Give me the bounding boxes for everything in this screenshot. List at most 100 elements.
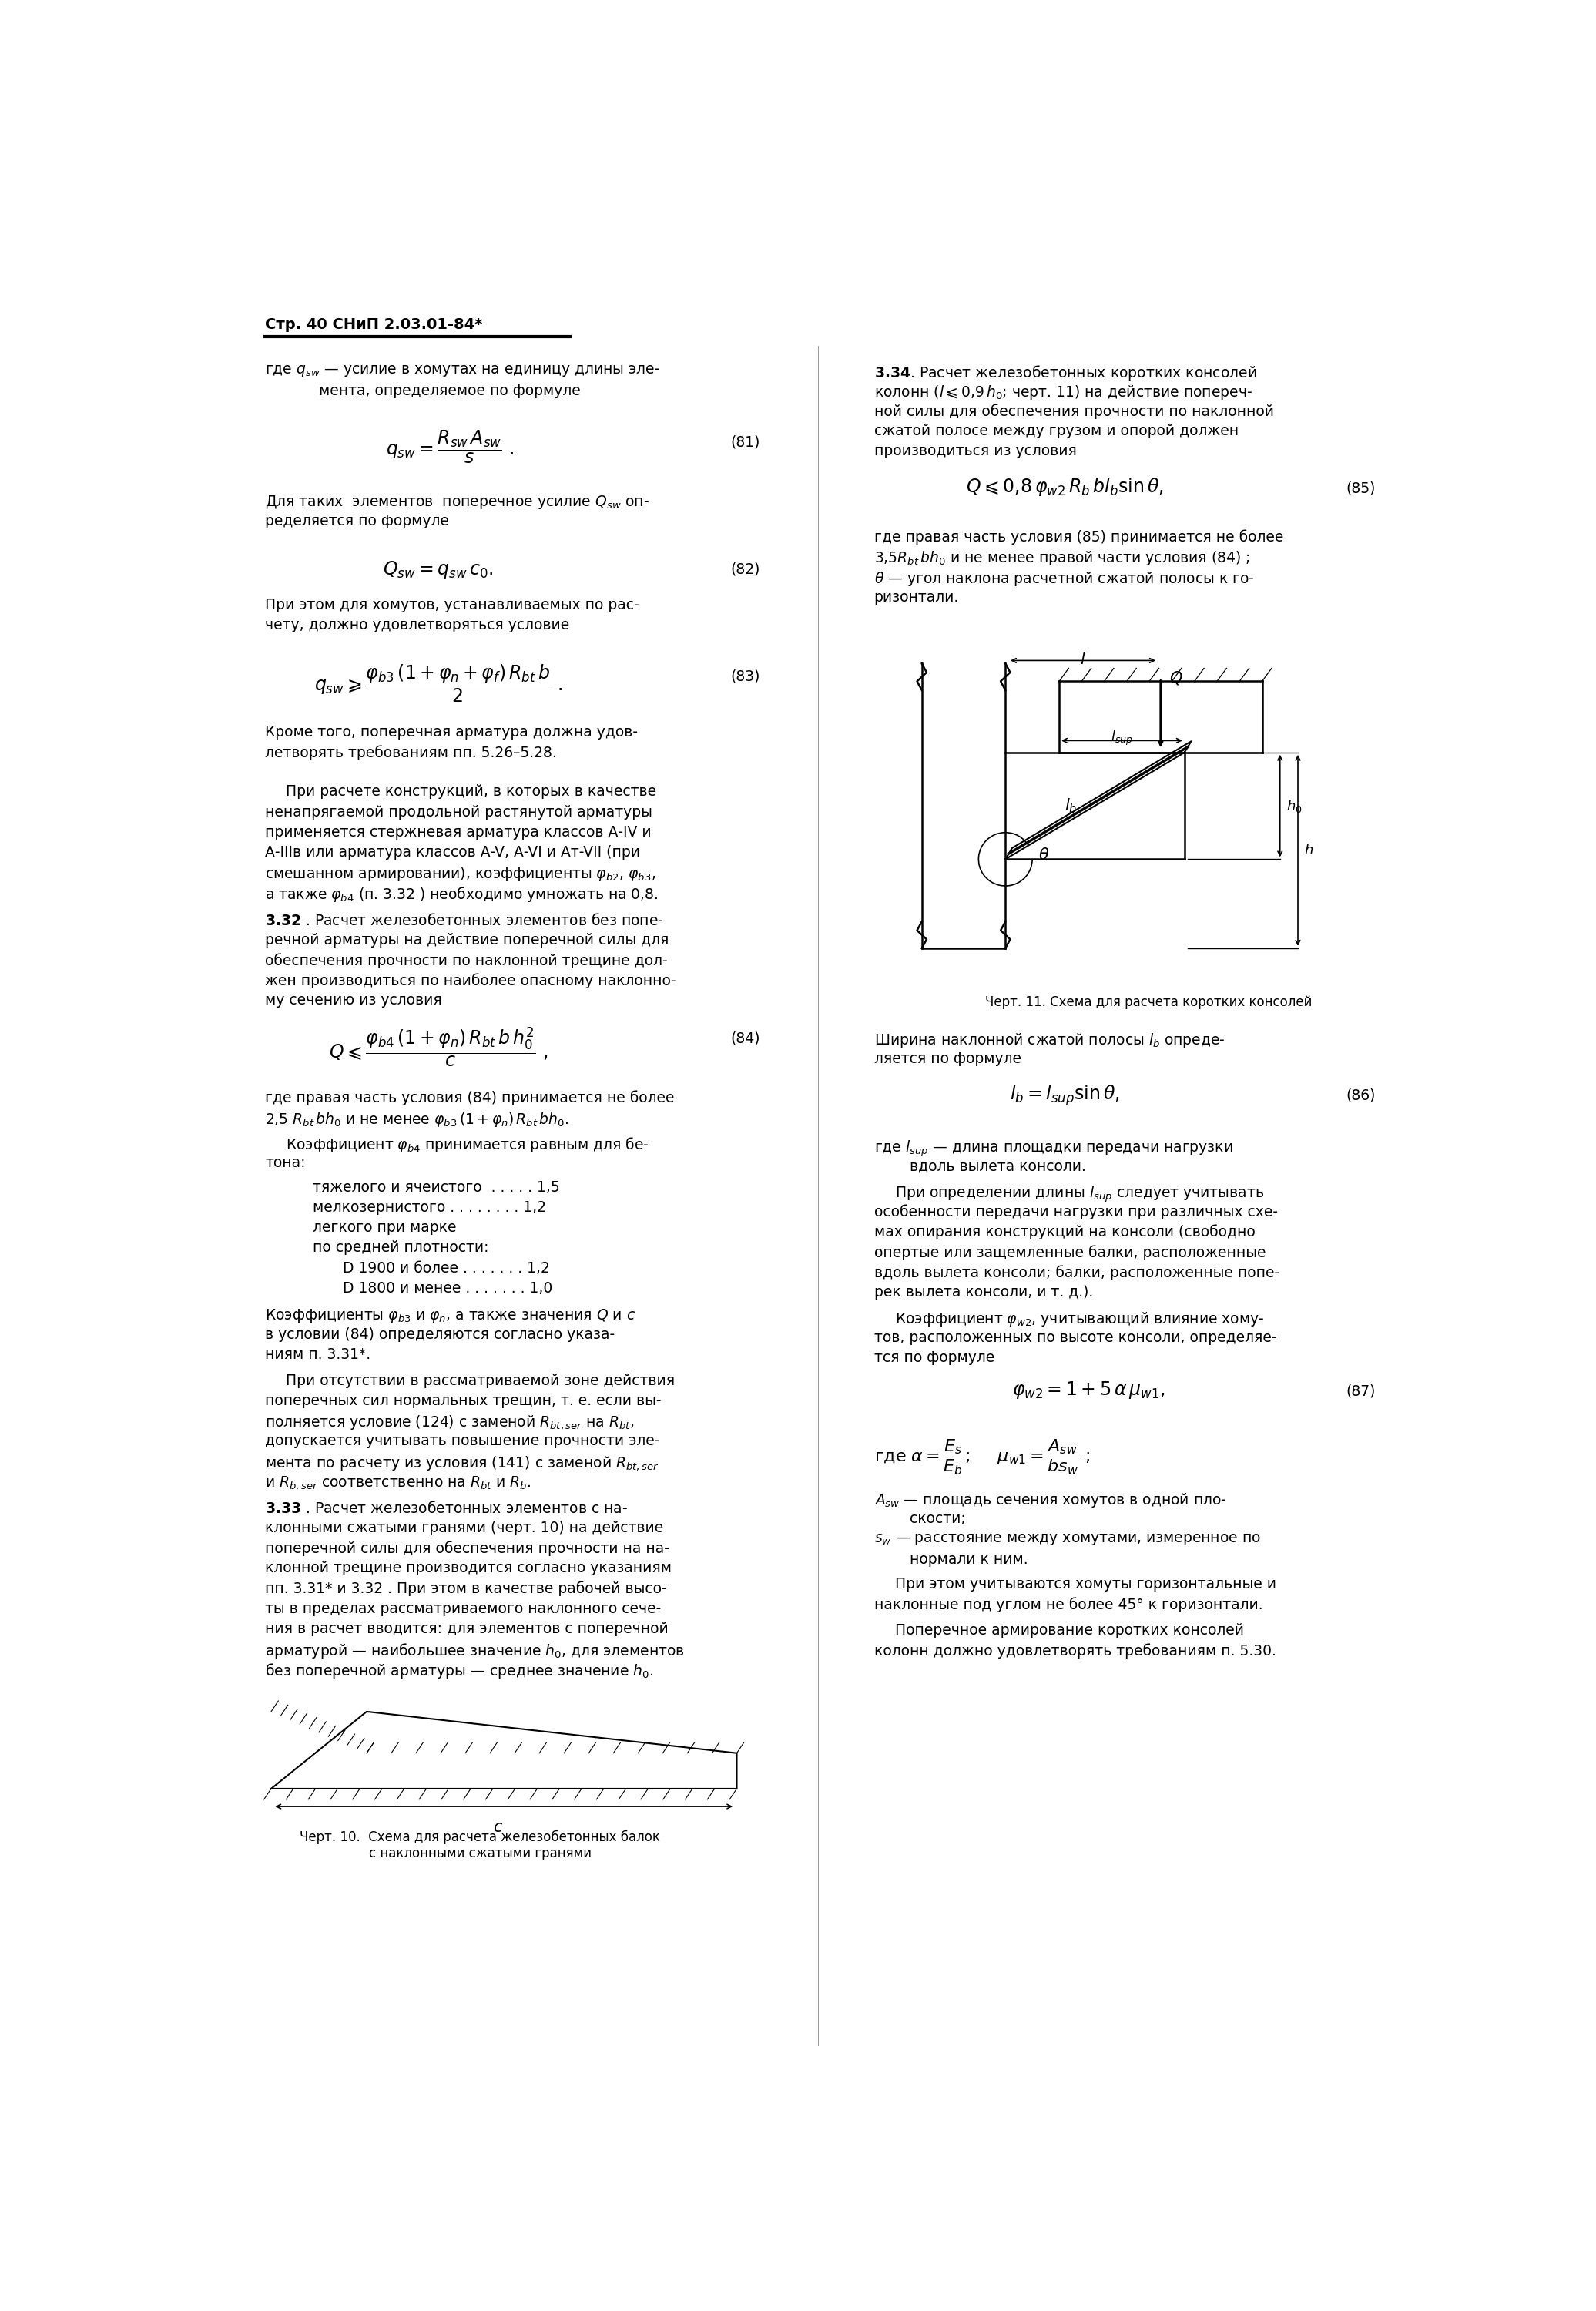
Text: (83): (83) — [731, 668, 760, 684]
Text: нормали к ним.: нормали к ним. — [910, 1553, 1028, 1567]
Text: (82): (82) — [731, 562, 760, 578]
Text: колонн должно удовлетворять требованиям п. 5.30.: колонн должно удовлетворять требованиям … — [875, 1643, 1277, 1659]
Text: колонн ($l \leqslant 0{,}9\,h_0$; черт. 11) на действие попереч-: колонн ($l \leqslant 0{,}9\,h_0$; черт. … — [875, 384, 1253, 402]
Text: вдоль вылета консоли; балки, расположенные попе-: вдоль вылета консоли; балки, расположенн… — [875, 1264, 1280, 1280]
Text: $h$: $h$ — [1304, 844, 1314, 857]
Text: мента по расчету из условия (141) с заменой $R_{bt,ser}$: мента по расчету из условия (141) с заме… — [265, 1454, 659, 1472]
Text: по средней плотности:: по средней плотности: — [313, 1241, 488, 1255]
Text: сжатой полосе между грузом и опорой должен: сжатой полосе между грузом и опорой долж… — [875, 423, 1238, 439]
Text: ределяется по формуле: ределяется по формуле — [265, 513, 448, 529]
Text: в условии (84) определяются согласно указа-: в условии (84) определяются согласно ука… — [265, 1327, 614, 1343]
Text: (86): (86) — [1345, 1088, 1376, 1102]
Text: $\theta$: $\theta$ — [1039, 848, 1049, 862]
Text: поперечных сил нормальных трещин, т. е. если вы-: поперечных сил нормальных трещин, т. е. … — [265, 1394, 661, 1407]
Text: где $\alpha = \dfrac{E_s}{E_b}$;     $\mu_{w1} = \dfrac{A_{sw}}{bs_w}$ ;: где $\alpha = \dfrac{E_s}{E_b}$; $\mu_{w… — [875, 1437, 1090, 1477]
Text: ной силы для обеспечения прочности по наклонной: ной силы для обеспечения прочности по на… — [875, 404, 1274, 418]
Text: мента, определяемое по формуле: мента, определяемое по формуле — [319, 384, 581, 397]
Text: Поперечное армирование коротких консолей: Поперечное армирование коротких консолей — [895, 1622, 1243, 1638]
Text: ты в пределах рассматриваемого наклонного сече-: ты в пределах рассматриваемого наклонног… — [265, 1602, 661, 1615]
Text: вдоль вылета консоли.: вдоль вылета консоли. — [910, 1160, 1087, 1174]
Text: ния в расчет вводится: для элементов с поперечной: ния в расчет вводится: для элементов с п… — [265, 1622, 669, 1636]
Text: ляется по формуле: ляется по формуле — [875, 1052, 1021, 1065]
Text: клонными сжатыми гранями (черт. 10) на действие: клонными сжатыми гранями (черт. 10) на д… — [265, 1521, 664, 1535]
Text: 2,5 $R_{bt}\,bh_0$ и не менее $\varphi_{b3}\,(1+\varphi_n)\,R_{bt}\,bh_0$.: 2,5 $R_{bt}\,bh_0$ и не менее $\varphi_{… — [265, 1112, 570, 1128]
Text: а также $\varphi_{b4}$ (п. 3.32 ) необходимо умножать на 0,8.: а также $\varphi_{b4}$ (п. 3.32 ) необхо… — [265, 885, 658, 904]
Text: где $l_{sup}$ — длина площадки передачи нагрузки: где $l_{sup}$ — длина площадки передачи … — [875, 1139, 1232, 1158]
Text: $q_{sw} = \dfrac{R_{sw}\, A_{sw}}{s}$ .: $q_{sw} = \dfrac{R_{sw}\, A_{sw}}{s}$ . — [386, 428, 514, 465]
Text: ненапрягаемой продольной растянутой арматуры: ненапрягаемой продольной растянутой арма… — [265, 804, 653, 820]
Text: $Q$: $Q$ — [1170, 670, 1183, 686]
Text: речной арматуры на действие поперечной силы для: речной арматуры на действие поперечной с… — [265, 934, 669, 948]
Text: Коэффициенты $\varphi_{b3}$ и $\varphi_n$, а также значения $Q$ и $c$: Коэффициенты $\varphi_{b3}$ и $\varphi_n… — [265, 1308, 635, 1324]
Text: $h_0$: $h_0$ — [1286, 797, 1302, 813]
Text: Ширина наклонной сжатой полосы $l_b$ опреде-: Ширина наклонной сжатой полосы $l_b$ опр… — [875, 1031, 1226, 1049]
Text: чету, должно удовлетворяться условие: чету, должно удовлетворяться условие — [265, 617, 570, 633]
Text: мелкозернистого . . . . . . . . 1,2: мелкозернистого . . . . . . . . 1,2 — [313, 1199, 546, 1216]
Text: $l_{sup}$: $l_{sup}$ — [1111, 728, 1133, 746]
Text: $Q \leqslant \dfrac{\varphi_{b4}\,(1+\varphi_n)\,R_{bt}\,b\,h_0^2}{c}$ ,: $Q \leqslant \dfrac{\varphi_{b4}\,(1+\va… — [329, 1026, 547, 1068]
Text: рек вылета консоли, и т. д.).: рек вылета консоли, и т. д.). — [875, 1285, 1093, 1299]
Text: тся по формуле: тся по формуле — [875, 1350, 994, 1366]
Text: При расчете конструкций, в которых в качестве: При расчете конструкций, в которых в кач… — [286, 783, 656, 800]
Text: смешанном армировании), коэффициенты $\varphi_{b2}$, $\varphi_{b3}$,: смешанном армировании), коэффициенты $\v… — [265, 864, 656, 883]
Text: А-IIIв или арматура классов А-V, А-VI и Ат-VII (при: А-IIIв или арматура классов А-V, А-VI и … — [265, 846, 640, 860]
Text: легкого при марке: легкого при марке — [313, 1220, 456, 1234]
Text: Стр. 40 СНиП 2.03.01-84*: Стр. 40 СНиП 2.03.01-84* — [265, 317, 482, 333]
Text: Кроме того, поперечная арматура должна удов-: Кроме того, поперечная арматура должна у… — [265, 726, 638, 740]
Text: тона:: тона: — [265, 1156, 305, 1169]
Text: жен производиться по наиболее опасному наклонно-: жен производиться по наиболее опасному н… — [265, 973, 677, 989]
Text: $\theta$ — угол наклона расчетной сжатой полосы к го-: $\theta$ — угол наклона расчетной сжатой… — [875, 571, 1254, 587]
Text: $Q_{sw} = q_{sw}\,c_0.$: $Q_{sw} = q_{sw}\,c_0.$ — [383, 559, 493, 580]
Text: (81): (81) — [731, 434, 760, 448]
Text: $l_b$: $l_b$ — [1065, 797, 1077, 816]
Text: $c$: $c$ — [493, 1819, 503, 1835]
Text: мах опирания конструкций на консоли (свободно: мах опирания конструкций на консоли (сво… — [875, 1225, 1254, 1239]
Text: где правая часть условия (84) принимается не более: где правая часть условия (84) принимаетс… — [265, 1091, 675, 1105]
Text: пп. 3.31* и 3.32 . При этом в качестве рабочей высо-: пп. 3.31* и 3.32 . При этом в качестве р… — [265, 1581, 667, 1597]
Text: D 1800 и менее . . . . . . . 1,0: D 1800 и менее . . . . . . . 1,0 — [343, 1280, 552, 1296]
Text: $\varphi_{w2} = 1 + 5\,\alpha\,\mu_{w1},$: $\varphi_{w2} = 1 + 5\,\alpha\,\mu_{w1},… — [1012, 1380, 1165, 1400]
Text: Коэффициент $\varphi_{w2}$, учитывающий влияние хому-: Коэффициент $\varphi_{w2}$, учитывающий … — [895, 1310, 1264, 1329]
Text: обеспечения прочности по наклонной трещине дол-: обеспечения прочности по наклонной трещи… — [265, 952, 667, 968]
Text: (84): (84) — [731, 1031, 760, 1047]
Text: опертые или защемленные балки, расположенные: опертые или защемленные балки, расположе… — [875, 1246, 1266, 1259]
Text: При отсутствии в рассматриваемой зоне действия: При отсутствии в рассматриваемой зоне де… — [286, 1373, 675, 1389]
Text: ниям п. 3.31*.: ниям п. 3.31*. — [265, 1347, 370, 1361]
Text: $l$: $l$ — [1080, 652, 1085, 668]
Text: Для таких  элементов  поперечное усилие $Q_{sw}$ оп-: Для таких элементов поперечное усилие $Q… — [265, 495, 650, 511]
Text: 3,5$R_{bt}\,bh_0$ и не менее правой части условия (84) ;: 3,5$R_{bt}\,bh_0$ и не менее правой част… — [875, 550, 1250, 566]
Text: полняется условие (124) с заменой $R_{bt,ser}$ на $R_{bt}$,: полняется условие (124) с заменой $R_{bt… — [265, 1414, 635, 1431]
Text: арматурой — наибольшее значение $h_0$, для элементов: арматурой — наибольшее значение $h_0$, д… — [265, 1641, 685, 1659]
Text: клонной трещине производится согласно указаниям: клонной трещине производится согласно ук… — [265, 1560, 672, 1576]
Text: ризонтали.: ризонтали. — [875, 589, 959, 605]
Text: $s_w$ — расстояние между хомутами, измеренное по: $s_w$ — расстояние между хомутами, измер… — [875, 1532, 1261, 1546]
Text: тов, расположенных по высоте консоли, определяе-: тов, расположенных по высоте консоли, оп… — [875, 1331, 1277, 1345]
Text: без поперечной арматуры — среднее значение $h_0$.: без поперечной арматуры — среднее значен… — [265, 1662, 654, 1680]
Text: При определении длины $l_{sup}$ следует учитывать: При определении длины $l_{sup}$ следует … — [895, 1183, 1264, 1204]
Text: поперечной силы для обеспечения прочности на на-: поперечной силы для обеспечения прочност… — [265, 1541, 669, 1555]
Text: допускается учитывать повышение прочности эле-: допускается учитывать повышение прочност… — [265, 1433, 659, 1449]
Text: При этом для хомутов, устанавливаемых по рас-: При этом для хомутов, устанавливаемых по… — [265, 599, 640, 612]
Text: Черт. 11. Схема для расчета коротких консолей: Черт. 11. Схема для расчета коротких кон… — [985, 996, 1312, 1010]
Text: $A_{sw}$ — площадь сечения хомутов в одной пло-: $A_{sw}$ — площадь сечения хомутов в одн… — [875, 1491, 1227, 1509]
Text: и $R_{b,ser}$ соответственно на $R_{bt}$ и $R_b$.: и $R_{b,ser}$ соответственно на $R_{bt}$… — [265, 1474, 531, 1491]
Text: му сечению из условия: му сечению из условия — [265, 994, 442, 1008]
Text: $l_b = l_{sup}\sin\theta,$: $l_b = l_{sup}\sin\theta,$ — [1010, 1084, 1120, 1107]
Text: При этом учитываются хомуты горизонтальные и: При этом учитываются хомуты горизонтальн… — [895, 1576, 1277, 1592]
Text: где правая часть условия (85) принимается не более: где правая часть условия (85) принимаетс… — [875, 529, 1283, 545]
Text: (85): (85) — [1345, 481, 1376, 495]
Text: тяжелого и ячеистого  . . . . . 1,5: тяжелого и ячеистого . . . . . 1,5 — [313, 1181, 560, 1195]
Text: скости;: скости; — [910, 1511, 966, 1525]
Text: $\mathbf{3.32}$ . Расчет железобетонных элементов без попе-: $\mathbf{3.32}$ . Расчет железобетонных … — [265, 913, 664, 929]
Text: применяется стержневая арматура классов А-IV и: применяется стержневая арматура классов … — [265, 825, 651, 839]
Text: $\mathbf{3.33}$ . Расчет железобетонных элементов с на-: $\mathbf{3.33}$ . Расчет железобетонных … — [265, 1500, 627, 1516]
Text: $\mathbf{3.34}$. Расчет железобетонных коротких консолей: $\mathbf{3.34}$. Расчет железобетонных к… — [875, 363, 1256, 381]
Text: Коэффициент $\varphi_{b4}$ принимается равным для бе-: Коэффициент $\varphi_{b4}$ принимается р… — [286, 1135, 650, 1153]
Text: $Q \leqslant 0{,}8\,\varphi_{w2}\,R_b\,bl_b\sin\theta,$: $Q \leqslant 0{,}8\,\varphi_{w2}\,R_b\,b… — [966, 476, 1163, 497]
Text: D 1900 и более . . . . . . . 1,2: D 1900 и более . . . . . . . 1,2 — [343, 1262, 551, 1276]
Text: с наклонными сжатыми гранями: с наклонными сжатыми гранями — [369, 1846, 592, 1860]
Text: особенности передачи нагрузки при различных схе-: особенности передачи нагрузки при различ… — [875, 1204, 1278, 1220]
Text: производиться из условия: производиться из условия — [875, 444, 1077, 458]
Text: Черт. 10.  Схема для расчета железобетонных балок: Черт. 10. Схема для расчета железобетонн… — [300, 1830, 661, 1844]
Text: (87): (87) — [1345, 1384, 1376, 1398]
